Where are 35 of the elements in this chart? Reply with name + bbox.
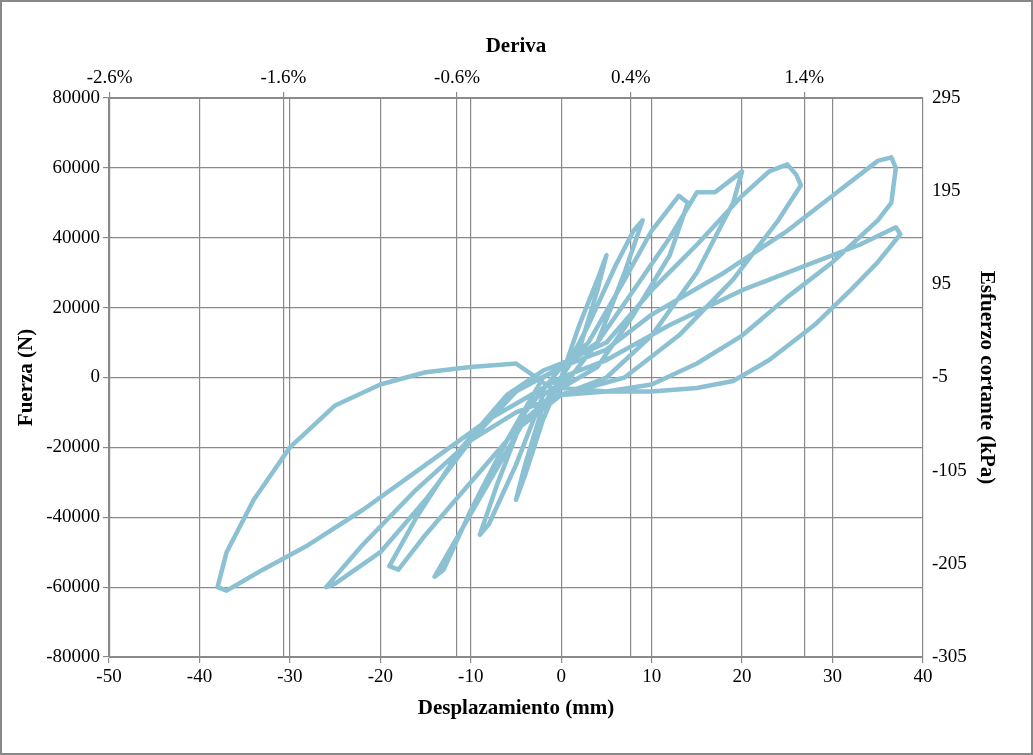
y-tick-label: -60000 [46, 575, 101, 597]
x2-tick-label: -2.6% [86, 65, 133, 87]
x-tick-label: 20 [732, 665, 752, 687]
y2-tick-label: -205 [931, 551, 967, 573]
x-tick-label: -20 [367, 665, 394, 687]
y2-tick-label: 95 [931, 272, 951, 294]
x2-tick-label: -0.6% [434, 65, 481, 87]
x-tick-label: 0 [556, 665, 566, 687]
y-tick-label: 20000 [52, 295, 101, 317]
y2-tick-label: -305 [931, 644, 967, 666]
y-axis-title: Fuerza (N) [13, 328, 38, 427]
y2-tick-label: -5 [931, 365, 948, 387]
x2-tick-label: -1.6% [260, 65, 307, 87]
x-tick-label: -40 [186, 665, 213, 687]
y2-tick-label: 295 [931, 85, 961, 107]
x2-tick-label: 1.4% [784, 65, 825, 87]
y2-tick-label: 195 [931, 179, 961, 201]
x-axis-title: Desplazamiento (mm) [417, 694, 615, 719]
x-tick-label: -10 [458, 665, 484, 687]
y-tick-label: 60000 [52, 155, 101, 177]
x2-tick-label: 0.4% [610, 65, 651, 87]
y-tick-label: -80000 [46, 644, 101, 666]
x-tick-label: -50 [96, 665, 122, 687]
x-tick-label: -30 [277, 665, 303, 687]
y2-axis-title: Esfuerzo cortante (kPa) [975, 270, 1000, 485]
x-tick-label: 10 [642, 665, 662, 687]
y-tick-label: 40000 [52, 225, 101, 247]
x-tick-label: 40 [913, 665, 933, 687]
y-tick-label: -40000 [46, 505, 101, 527]
y-tick-label: -20000 [46, 435, 101, 457]
y-tick-label: 80000 [52, 85, 101, 107]
y-tick-label: 0 [90, 365, 101, 387]
y2-tick-label: -105 [931, 458, 967, 480]
x2-axis-title: Deriva [485, 33, 547, 58]
x-tick-label: 30 [823, 665, 843, 687]
